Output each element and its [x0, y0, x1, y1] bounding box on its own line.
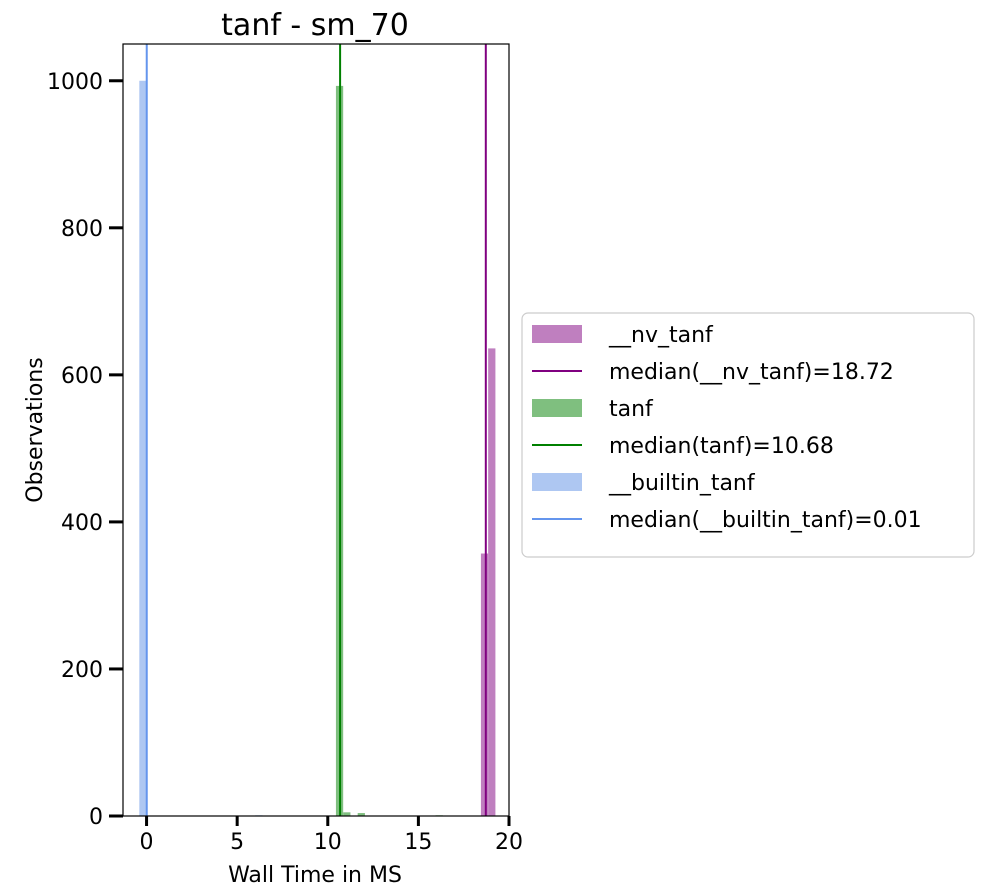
y-tick-label: 400 [61, 511, 103, 536]
legend-box [521, 312, 975, 558]
histogram-bar-0-1 [488, 348, 496, 816]
plot-frame [122, 43, 510, 817]
x-tick-label: 0 [140, 830, 154, 855]
x-tick-label: 20 [495, 830, 523, 855]
histogram-bar-2-2 [357, 813, 365, 816]
y-tick-label: 200 [61, 658, 103, 683]
legend-label-3: median(tanf)=10.68 [609, 434, 834, 459]
legend-label-0: __nv_tanf [608, 323, 714, 348]
x-tick-label: 5 [230, 830, 244, 855]
histogram-bar-0-0 [480, 553, 489, 816]
legend-label-5: median(__builtin_tanf)=0.01 [609, 508, 922, 533]
legend-label-2: tanf [609, 397, 654, 422]
histogram-bar-4-0 [139, 80, 147, 816]
legend-label-4: __builtin_tanf [608, 471, 756, 496]
legend-swatch-2 [532, 399, 582, 417]
chart-title: tanf - sm_70 [221, 8, 409, 43]
x-tick-label: 10 [314, 830, 342, 855]
bars-layer [139, 80, 496, 816]
x-tick-label: 15 [404, 830, 432, 855]
legend-swatch-4 [532, 473, 582, 491]
y-tick-label: 1000 [47, 70, 103, 95]
y-tick-label: 600 [61, 364, 103, 389]
legend-label-1: median(__nv_tanf)=18.72 [609, 360, 894, 385]
histogram-bar-2-1 [343, 812, 351, 816]
median-lines-layer [145, 44, 487, 816]
y-tick-label: 0 [89, 805, 103, 830]
y-axis-label: Observations [23, 357, 48, 502]
y-tick-label: 800 [61, 217, 103, 242]
legend-swatch-0 [532, 325, 582, 343]
x-axis-label: Wall Time in MS [228, 863, 402, 888]
